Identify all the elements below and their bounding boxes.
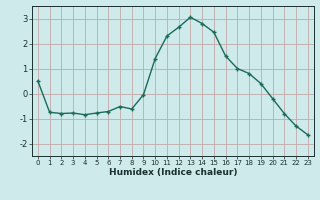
X-axis label: Humidex (Indice chaleur): Humidex (Indice chaleur) xyxy=(108,168,237,177)
